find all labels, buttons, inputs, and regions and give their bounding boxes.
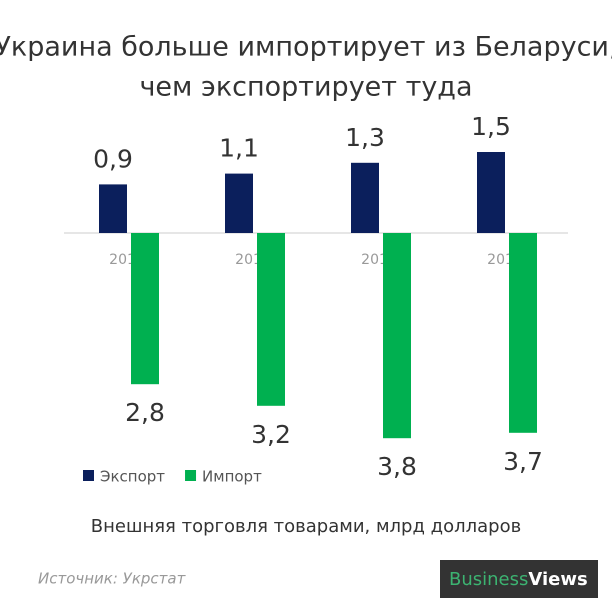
bar <box>257 233 285 406</box>
value-label: 3,7 <box>503 447 543 476</box>
subtitle: Внешняя торговля товарами, млрд долларов <box>91 516 521 537</box>
logo: BusinessViews <box>449 569 588 590</box>
value-label: 3,2 <box>251 420 291 449</box>
logo-box <box>440 560 598 598</box>
value-label: 1,3 <box>345 123 385 152</box>
bar <box>351 162 379 233</box>
chart-title: Украина больше импортирует из Беларуси, <box>0 32 612 63</box>
value-label: 2,8 <box>125 398 165 427</box>
legend-swatch <box>185 470 197 481</box>
value-label: 3,8 <box>377 452 417 481</box>
legend-swatch <box>83 470 94 481</box>
bar <box>131 233 159 385</box>
bar <box>383 233 411 439</box>
bar <box>99 184 127 233</box>
bar <box>477 152 505 233</box>
value-label: 1,1 <box>219 134 259 163</box>
logo-views: Views <box>528 569 587 590</box>
source: Источник: Укрстат <box>38 570 187 588</box>
bar <box>509 233 537 433</box>
legend-label: Экспорт <box>100 468 165 486</box>
value-label: 0,9 <box>93 144 133 173</box>
value-label: 1,5 <box>471 112 511 141</box>
legend-label: Импорт <box>202 468 262 486</box>
bar <box>225 173 253 233</box>
logo-business: Business <box>449 569 528 590</box>
chart-title: чем экспортирует туда <box>139 72 472 103</box>
